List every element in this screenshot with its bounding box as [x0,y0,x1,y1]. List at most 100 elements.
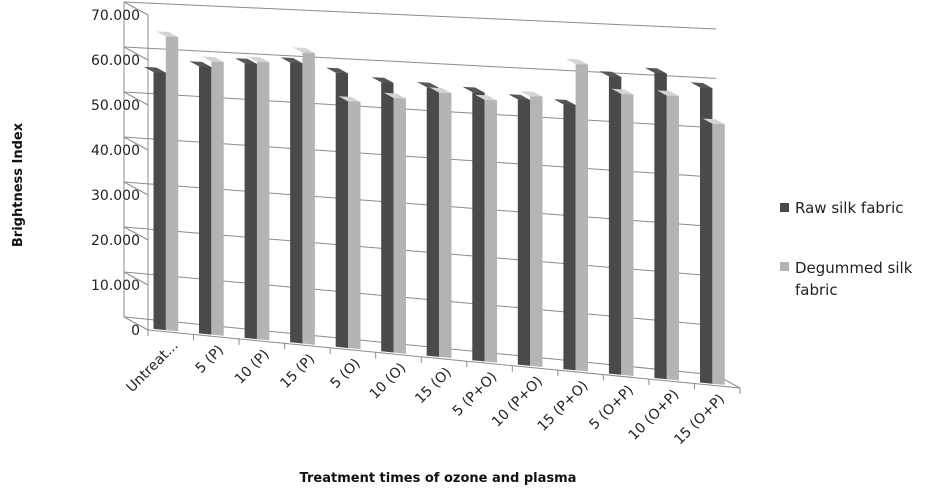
bar-top [371,77,394,83]
x-axis-line [147,329,741,389]
gridline-side [123,46,149,61]
bar-top [326,67,348,74]
bar-degummed-3 [292,47,315,345]
gridline-side [123,91,149,106]
bar-top [383,92,406,99]
x-tick-label: 5 (P+O) [450,369,501,420]
bar-degummed-2 [247,56,270,341]
bar-front [712,123,725,385]
bar-top [143,66,166,73]
y-tick-label: 60.000 [91,53,140,69]
bar-top [644,67,667,74]
bar-raw-12 [690,82,713,384]
bar-top [566,58,588,65]
bar-top [553,99,576,106]
y-tick-label: 20.000 [91,233,140,249]
bar-top [156,31,179,38]
bar-front [393,98,406,354]
legend: Raw silk fabric Degummed silk fabric [780,199,917,299]
bar-top [235,58,257,64]
bar-top [292,47,315,54]
gridline-side [123,271,149,286]
bars [143,31,725,385]
bar-front [335,72,348,349]
bar-front [426,87,439,357]
x-tick-label: Untreat... [124,338,182,396]
gridline-side [123,181,149,196]
bar-raw-8 [508,94,531,366]
legend-label-degummed-line1: Degummed silk [795,259,913,277]
bar-front [484,99,497,363]
bar-front [302,52,315,345]
bar-raw-11 [644,67,667,380]
bar-raw-10 [599,71,622,375]
bar-degummed-10 [611,88,634,376]
bar-top [690,82,713,89]
bar-degummed-11 [657,90,679,381]
bar-degummed-6 [429,87,452,359]
bar-top [657,90,679,97]
bar-raw-2 [235,58,257,340]
y-tick-label: 0 [131,323,140,339]
bar-degummed-9 [566,58,588,372]
bar-top [508,94,531,101]
legend-label-degummed-line2: fabric [795,281,838,299]
bar-top [247,56,270,63]
bar-raw-6 [417,82,439,357]
bar-front [530,96,543,367]
y-axis-title: Brightness Index [11,122,26,247]
bar-front [439,92,452,359]
gridline-side [123,226,149,241]
bar-front [700,87,713,384]
x-tick-label: 10 (O) [367,360,410,403]
bar-front [563,104,576,371]
x-tick-label: 5 (P) [193,342,227,376]
bar-top [611,88,634,95]
y-tick-label: 30.000 [91,188,140,204]
x-tick-label: 15 (P) [277,351,318,392]
bar-top [417,82,439,88]
bar-degummed-5 [383,92,406,354]
bar-raw-1 [189,61,212,335]
x-tick-label: 5 (O) [327,356,363,392]
bar-raw-4 [326,67,348,349]
bar-raw-3 [280,57,303,344]
bar-front [348,101,361,350]
gridline [123,1,717,30]
bar-top [475,94,497,101]
x-tick-label: 15 (O) [412,365,455,408]
y-tick-label: 10.000 [91,278,140,294]
bar-front [517,99,531,366]
bar-front [153,72,166,331]
y-axis-ticks: 0 10.000 20.000 30.000 40.000 50.000 60.000 70.… [91,8,140,339]
bar-top [201,56,224,63]
y-tick-label: 70.000 [91,8,140,24]
bar-top [462,86,485,93]
bar-front [654,72,667,380]
gridline [123,46,717,79]
legend-label-raw: Raw silk fabric [795,199,904,217]
bar-degummed-12 [702,118,725,385]
bar-top [429,87,452,94]
bar-degummed-1 [201,56,224,336]
bar-raw-5 [371,77,394,353]
bar-front [290,62,303,344]
legend-label-degummed: Degummed silk fabric [795,259,917,299]
legend-swatch-raw [780,203,789,212]
bar-front [381,82,394,353]
bar-front [472,92,485,362]
bar-front [666,95,679,381]
bar-degummed-8 [520,91,543,367]
bar-raw-0 [143,66,166,331]
bar-front [199,66,212,335]
bar-front [575,64,588,372]
bar-top [338,96,361,103]
x-tick-label: 5 (O+P) [586,382,637,433]
bar-front [608,76,622,375]
bar-front [165,36,179,332]
bar-raw-7 [462,86,485,362]
bar-top [520,91,543,97]
bar-degummed-0 [156,31,179,332]
y-tick-label: 40.000 [91,143,140,159]
x-axis-title: Treatment times of ozone and plasma [300,471,577,486]
